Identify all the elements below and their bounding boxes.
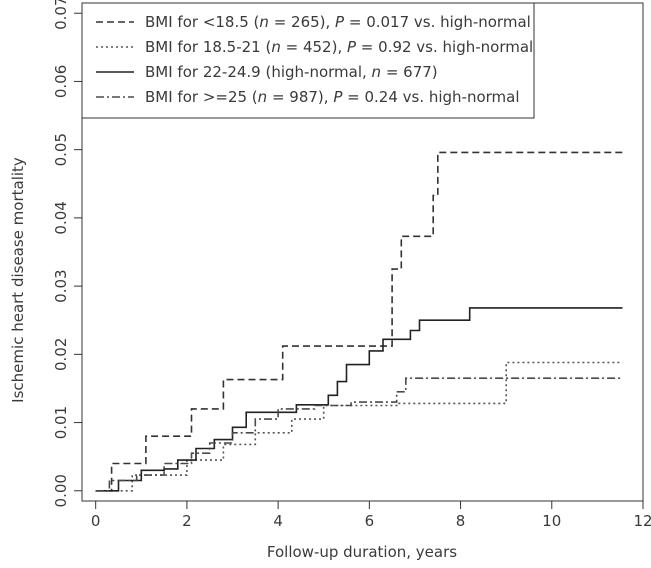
x-tick-label: 6 [365, 512, 375, 530]
x-axis: 0 2 4 6 8 10 12 [91, 501, 651, 530]
x-tick-label: 10 [542, 512, 561, 530]
legend-entry-part: = 452), [281, 38, 347, 56]
legend-entry-part: = 0.24 vs. high-normal [342, 88, 519, 106]
y-tick-label: 0.07 [52, 0, 70, 30]
y-tick-label: 0.03 [52, 269, 70, 302]
legend-entry-part: BMI for >=25 ( [145, 88, 258, 106]
legend-entry-part: = 987), [267, 88, 333, 106]
x-tick-label: 4 [273, 512, 283, 530]
legend-entry-part: = 677) [381, 63, 438, 81]
y-axis-label: Ischemic heart disease mortality [9, 157, 27, 403]
legend-entry-part: BMI for <18.5 ( [145, 13, 259, 31]
legend-entry-part: n [258, 88, 268, 106]
legend-entry-part: P [347, 38, 357, 56]
legend-entry-part: BMI for 22-24.9 (high-normal, [145, 63, 372, 81]
series-layer [95, 151, 623, 492]
legend-entry-2: BMI for 18.5-21 (n = 452), P = 0.92 vs. … [145, 38, 533, 56]
y-axis: 0.00 0.01 0.02 0.03 0.04 0.05 0.06 0.07 [52, 0, 82, 507]
legend-entry-1: BMI for <18.5 (n = 265), P = 0.017 vs. h… [145, 13, 531, 31]
series-line-4 [95, 377, 623, 492]
legend-entry-3: BMI for 22-24.9 (high-normal, n = 677) [145, 63, 438, 81]
series-line-1 [95, 151, 623, 492]
y-tick-label: 0.02 [52, 338, 70, 371]
legend-entry-4: BMI for >=25 (n = 987), P = 0.24 vs. hig… [145, 88, 520, 106]
legend-entry-part: P [333, 88, 343, 106]
x-tick-label: 2 [182, 512, 192, 530]
legend-entry-part: n [259, 13, 269, 31]
y-tick-label: 0.01 [52, 406, 70, 439]
y-tick-label: 0.05 [52, 133, 70, 166]
legend-entry-part: P [335, 13, 345, 31]
x-tick-label: 12 [633, 512, 651, 530]
legend-entry-part: n [372, 63, 382, 81]
legend-entry-part: = 265), [269, 13, 335, 31]
legend-entry-part: = 0.92 vs. high-normal [356, 38, 533, 56]
y-tick-label: 0.00 [52, 474, 70, 507]
series-line-2 [95, 361, 623, 492]
y-tick-label: 0.06 [52, 65, 70, 98]
x-tick-label: 0 [91, 512, 101, 530]
legend-box [81, 2, 535, 119]
legend-entry-part: BMI for 18.5-21 ( [145, 38, 271, 56]
legend: BMI for <18.5 (n = 265), P = 0.017 vs. h… [81, 2, 535, 119]
y-tick-label: 0.04 [52, 201, 70, 234]
legend-entry-part: n [271, 38, 281, 56]
series-line-3 [95, 307, 623, 492]
x-axis-label: Follow-up duration, years [267, 543, 457, 561]
legend-entry-part: = 0.017 vs. high-normal [344, 13, 531, 31]
x-tick-label: 8 [456, 512, 466, 530]
